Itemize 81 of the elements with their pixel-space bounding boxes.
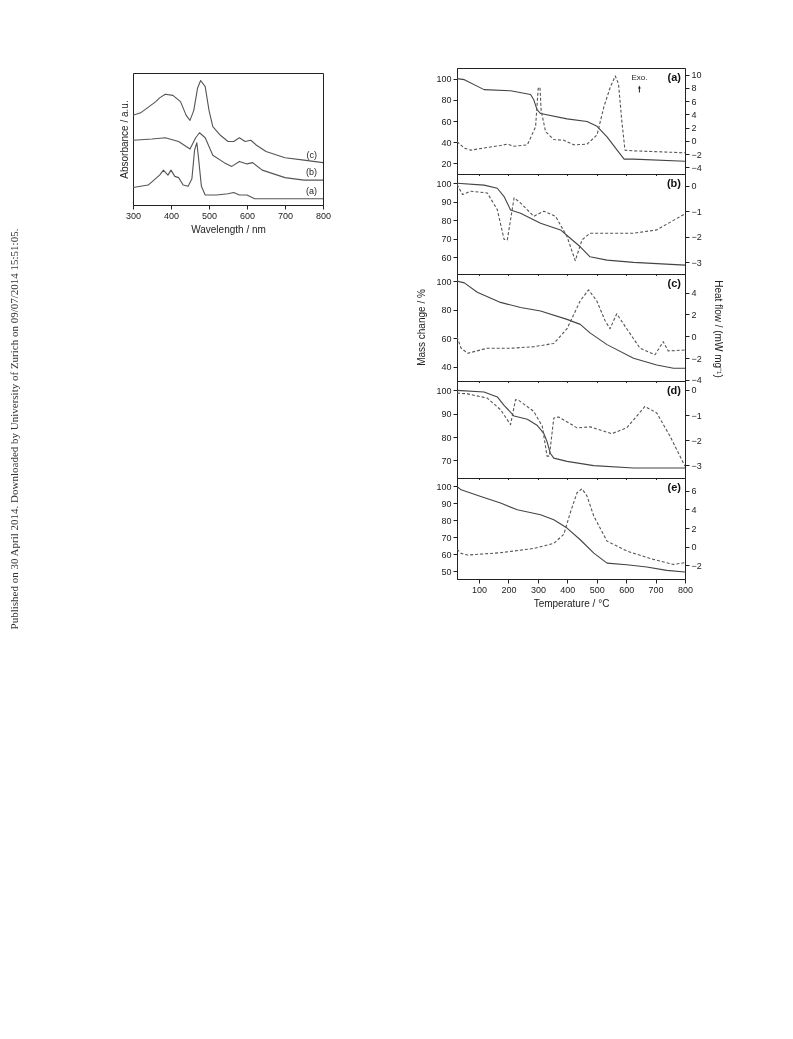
y2-tick-label: 0: [691, 331, 697, 342]
y-tick-label: 80: [441, 515, 452, 526]
x-tick-label: 600: [619, 584, 635, 595]
y2-tick-label: −3: [691, 460, 702, 471]
y-tick-label: 60: [441, 252, 452, 263]
annotation: (e): [667, 481, 682, 493]
y2-tick-label: −2: [691, 560, 702, 571]
y2-tick-label: 4: [691, 504, 697, 515]
text: Published on 30 April 2014. Downloaded by University of Zurich on 09/07/2014 15:51:05.: [8, 227, 20, 632]
y-axis-title: Mass change / %: [415, 287, 427, 368]
annotation: (d): [666, 384, 682, 396]
y2-tick-label: 2: [691, 123, 697, 134]
y2-tick-label: 6: [691, 96, 697, 107]
x-tick-label: 800: [677, 584, 694, 595]
y-tick-label: 90: [441, 498, 452, 509]
y2-tick-label: 4: [691, 109, 697, 120]
series-label: (b): [306, 167, 317, 178]
y2-tick-label: −2: [691, 232, 702, 243]
y2-tick-label: 0: [691, 385, 697, 396]
y-tick-label: 60: [441, 333, 452, 344]
y2-tick-label: −4: [691, 375, 702, 386]
y-tick-label: 90: [441, 409, 452, 420]
y-tick-label: 70: [441, 234, 452, 245]
line-series: [457, 289, 685, 356]
y-tick-label: 80: [441, 305, 452, 316]
y2-tick-label: 8: [691, 83, 697, 94]
y2-tick-label: 6: [691, 486, 697, 497]
y-tick-label: 20: [441, 158, 452, 169]
annotation: (a): [667, 71, 682, 83]
x-tick-label: 700: [648, 584, 664, 595]
y-tick-label: 50: [441, 566, 452, 577]
y-tick-label: 100: [436, 385, 452, 396]
series-label: (a): [306, 185, 317, 196]
y-tick-label: 40: [441, 137, 452, 148]
y2-tick-label: 4: [691, 288, 697, 299]
y-tick-label: 80: [441, 215, 452, 226]
y2-axis-title: Heat flow / (mW mg⁻¹): [712, 278, 725, 380]
y2-tick-label: −2: [691, 353, 702, 364]
y-axis-title: Absorbance / a.u.: [118, 100, 130, 179]
y-tick-label: 100: [436, 481, 452, 492]
x-axis-title: Wavelength / nm: [191, 223, 266, 235]
y-tick-label: 40: [441, 362, 452, 373]
annotation: (b): [666, 177, 682, 189]
x-tick-label: 700: [277, 210, 294, 221]
y2-tick-label: −1: [691, 206, 702, 217]
x-axis-title: Temperature / °C: [533, 597, 610, 609]
annotation: Exo.: [631, 73, 648, 82]
y2-tick-label: 0: [691, 542, 697, 553]
line-series: [457, 280, 685, 369]
y-tick-label: 60: [441, 116, 452, 127]
x-tick-label: 500: [589, 584, 605, 595]
x-tick-label: 200: [501, 584, 517, 595]
y2-tick-label: −4: [691, 162, 702, 173]
y-tick-label: 60: [441, 549, 452, 560]
y-tick-label: 100: [436, 276, 452, 287]
y2-tick-label: 10: [691, 70, 702, 81]
y-tick-label: 80: [441, 432, 452, 443]
y-tick-label: 100: [436, 74, 452, 85]
y2-tick-label: 0: [691, 136, 697, 147]
y-tick-label: 100: [436, 178, 452, 189]
y2-tick-label: 2: [691, 523, 697, 534]
x-tick-label: 400: [163, 210, 180, 221]
y2-tick-label: 0: [691, 181, 697, 192]
x-tick-label: 500: [201, 210, 218, 221]
x-tick-label: 100: [472, 584, 488, 595]
x-tick-label: 400: [560, 584, 576, 595]
series-label: (c): [306, 149, 317, 160]
annotation: (c): [667, 277, 682, 289]
y-tick-label: 70: [441, 455, 452, 466]
y2-tick-label: −1: [691, 410, 702, 421]
x-tick-label: 800: [315, 210, 332, 221]
x-tick-label: 600: [239, 210, 256, 221]
y-tick-label: 70: [441, 532, 452, 543]
x-tick-label: 300: [530, 584, 546, 595]
y-tick-label: 90: [441, 197, 452, 208]
x-tick-label: 300: [125, 210, 142, 221]
y2-tick-label: −2: [691, 149, 702, 160]
y2-tick-label: −2: [691, 435, 702, 446]
y-tick-label: 80: [441, 95, 452, 106]
y2-tick-label: 2: [691, 309, 697, 320]
y2-tick-label: −3: [691, 257, 702, 268]
